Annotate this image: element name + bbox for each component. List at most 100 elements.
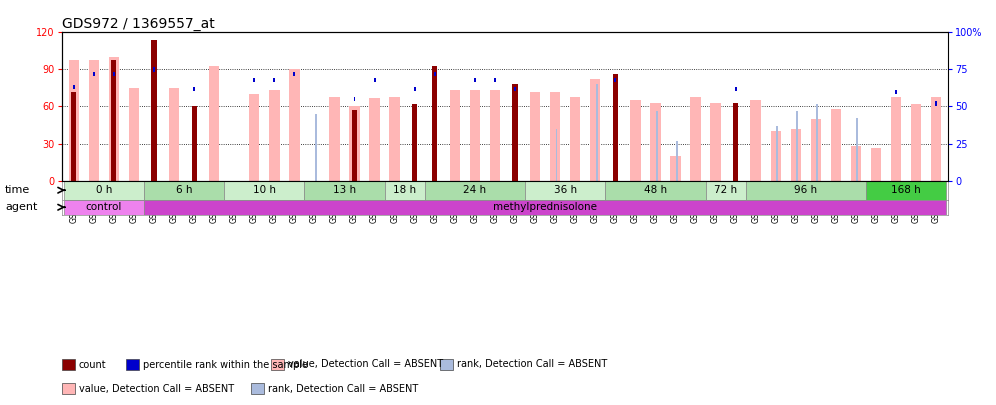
Bar <box>851 146 862 181</box>
Text: methylprednisolone: methylprednisolone <box>493 202 597 212</box>
Bar <box>556 129 558 181</box>
Bar <box>224 181 305 200</box>
Bar <box>590 79 601 181</box>
Bar <box>776 126 778 181</box>
Bar <box>525 181 606 200</box>
Bar <box>113 72 115 76</box>
Text: percentile rank within the sample: percentile rank within the sample <box>143 360 309 369</box>
Text: agent: agent <box>5 202 38 212</box>
Bar <box>253 78 255 82</box>
Text: value, Detection Call = ABSENT: value, Detection Call = ABSENT <box>79 384 234 394</box>
Bar <box>470 90 480 181</box>
Bar <box>354 97 356 101</box>
Bar <box>294 72 295 76</box>
Bar <box>796 111 798 181</box>
Bar <box>474 78 476 82</box>
Bar <box>350 107 360 181</box>
Bar <box>330 97 340 181</box>
Text: 72 h: 72 h <box>714 185 737 195</box>
Bar <box>733 103 738 181</box>
Bar <box>389 97 399 181</box>
Bar <box>370 98 379 181</box>
Bar <box>871 149 881 181</box>
Bar <box>449 90 460 181</box>
Bar <box>72 92 77 181</box>
Bar <box>771 131 781 181</box>
Text: time: time <box>5 185 30 195</box>
Bar <box>746 181 866 200</box>
Bar <box>289 69 300 181</box>
Text: 168 h: 168 h <box>891 185 921 195</box>
Bar <box>630 100 640 181</box>
Text: value, Detection Call = ABSENT: value, Detection Call = ABSENT <box>288 360 443 369</box>
Bar <box>606 181 705 200</box>
Bar <box>596 84 598 181</box>
Bar <box>413 87 415 91</box>
Bar <box>676 141 677 181</box>
Bar <box>315 114 317 181</box>
Text: 10 h: 10 h <box>253 185 276 195</box>
Bar <box>64 200 144 215</box>
Bar <box>831 109 841 181</box>
Bar <box>374 78 375 82</box>
Bar <box>69 60 79 181</box>
Bar <box>857 118 859 181</box>
Text: count: count <box>79 360 107 369</box>
Bar <box>656 111 657 181</box>
Bar <box>494 78 496 82</box>
Bar <box>710 103 721 181</box>
Bar <box>434 72 435 76</box>
Bar <box>73 85 75 90</box>
Bar <box>89 60 99 181</box>
Bar <box>249 94 260 181</box>
Text: rank, Detection Call = ABSENT: rank, Detection Call = ABSENT <box>268 384 418 394</box>
Bar <box>153 67 155 72</box>
Bar <box>670 156 680 181</box>
Bar <box>911 104 921 181</box>
Text: control: control <box>86 202 123 212</box>
Bar <box>895 90 897 94</box>
Bar <box>193 87 195 91</box>
Bar <box>305 181 384 200</box>
Text: 18 h: 18 h <box>393 185 416 195</box>
Text: 96 h: 96 h <box>794 185 818 195</box>
Bar <box>735 87 736 91</box>
Bar <box>93 72 95 76</box>
Bar <box>209 66 219 181</box>
Bar <box>550 92 561 181</box>
Bar <box>791 129 801 181</box>
Bar <box>931 97 941 181</box>
Bar <box>490 90 500 181</box>
Bar <box>128 88 139 181</box>
Text: rank, Detection Call = ABSENT: rank, Detection Call = ABSENT <box>457 360 608 369</box>
Bar <box>514 87 516 91</box>
Bar <box>432 66 437 181</box>
Bar <box>144 181 224 200</box>
Bar <box>530 92 540 181</box>
Bar <box>109 57 120 181</box>
Bar <box>615 78 617 82</box>
Bar <box>690 97 701 181</box>
Bar <box>750 100 761 181</box>
Bar <box>64 181 144 200</box>
Bar <box>151 40 156 181</box>
Bar <box>352 110 357 181</box>
Bar <box>191 107 196 181</box>
Bar <box>890 97 901 181</box>
Text: 36 h: 36 h <box>554 185 577 195</box>
Text: 48 h: 48 h <box>643 185 667 195</box>
Bar <box>811 119 821 181</box>
Bar <box>169 88 179 181</box>
Bar <box>613 75 618 181</box>
Bar <box>650 103 660 181</box>
Bar <box>935 101 937 106</box>
Text: GDS972 / 1369557_at: GDS972 / 1369557_at <box>62 17 214 31</box>
Text: 13 h: 13 h <box>333 185 357 195</box>
Bar <box>384 181 424 200</box>
Bar <box>274 78 275 82</box>
Bar <box>705 181 746 200</box>
Bar <box>424 181 525 200</box>
Bar <box>570 97 581 181</box>
Bar <box>112 60 117 181</box>
Bar <box>513 84 518 181</box>
